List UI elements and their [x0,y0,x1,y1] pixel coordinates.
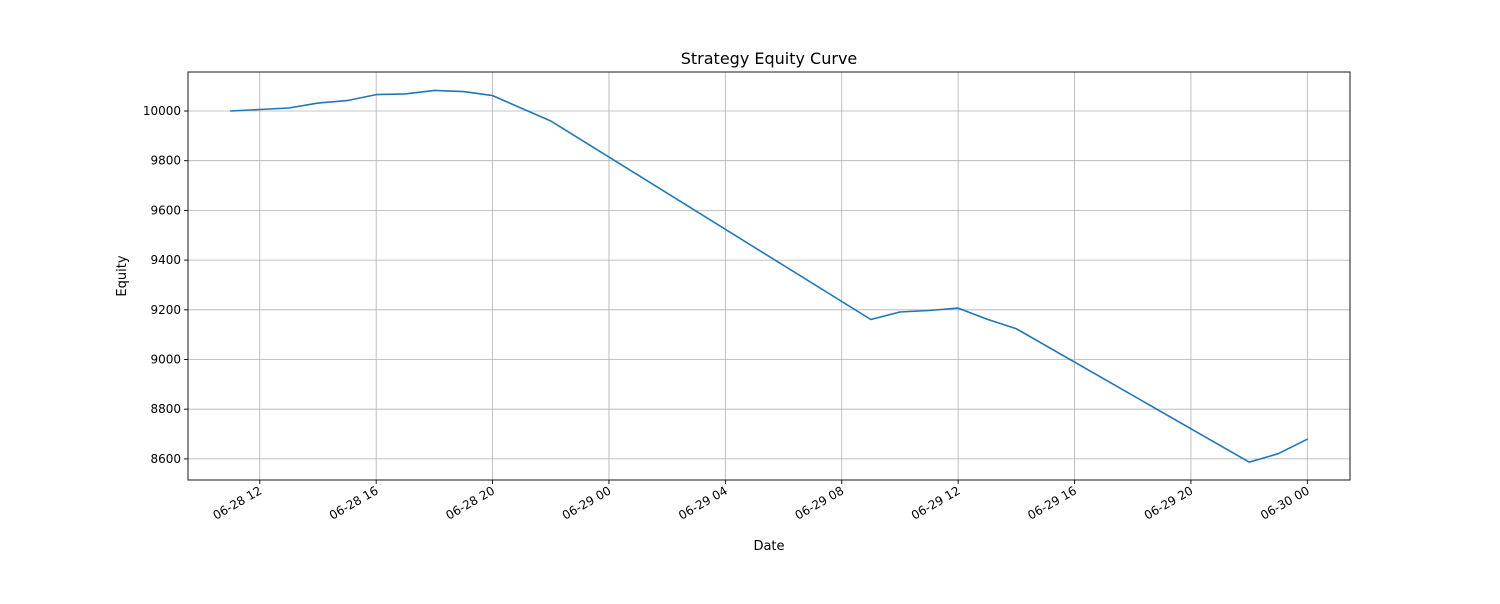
chart-title: Strategy Equity Curve [681,49,858,68]
y-tick-label: 10000 [143,104,181,118]
y-tick-label: 9600 [150,203,181,217]
y-tick-label: 9000 [150,352,181,366]
y-tick-label: 9400 [150,253,181,267]
y-tick-label: 9200 [150,303,181,317]
y-tick-label: 8800 [150,402,181,416]
y-tick-label: 9800 [150,154,181,168]
x-axis-label: Date [753,539,784,554]
y-tick-label: 8600 [150,452,181,466]
y-axis-label: Equity [115,255,130,296]
